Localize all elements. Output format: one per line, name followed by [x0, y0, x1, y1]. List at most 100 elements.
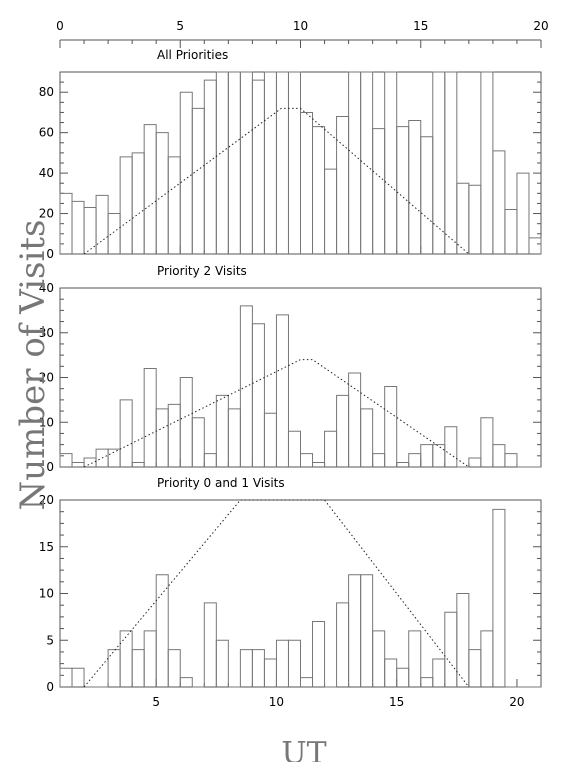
histogram-bar [300, 111, 314, 254]
histogram-bar [155, 132, 169, 254]
histogram-bar [203, 453, 217, 467]
y-axis-label: Number of Visits [13, 220, 53, 511]
x-tick-label: 5 [152, 695, 160, 709]
histogram-bar [300, 677, 314, 687]
histogram-bar [372, 453, 386, 467]
histogram-bar [504, 209, 518, 254]
histogram-bar [167, 403, 181, 467]
histogram-bar [263, 412, 277, 467]
histogram-bar [396, 126, 410, 254]
histogram-bar [384, 385, 398, 467]
histogram-bar [287, 71, 301, 254]
histogram-bar [348, 372, 362, 467]
top-axis-tick-label: 5 [176, 19, 184, 33]
histogram-bar [239, 649, 253, 687]
y-tick-label: 80 [39, 85, 54, 99]
histogram-bar [167, 156, 181, 254]
top-x-axis: 0 5 10 15 20 [56, 19, 549, 48]
histogram-bar [83, 457, 97, 467]
y-tick-label: 15 [39, 540, 54, 554]
histogram-bar [396, 667, 410, 687]
top-axis-tick-label: 20 [533, 19, 548, 33]
x-tick-label: 10 [269, 695, 284, 709]
histogram-bar [131, 152, 145, 254]
histogram-bar [336, 115, 350, 254]
y-tick-label: 60 [39, 126, 54, 140]
histogram-bar [312, 126, 326, 254]
histogram-bar [468, 184, 482, 254]
histogram-bar [360, 574, 374, 687]
y-tick-label: 40 [39, 166, 54, 180]
histogram-bar [179, 677, 193, 687]
histogram-bar [215, 394, 229, 467]
histogram-bar [384, 71, 398, 254]
histogram-bar [504, 453, 518, 467]
histogram-bar [239, 71, 253, 254]
histogram-bar [107, 213, 121, 254]
histogram-bar [287, 430, 301, 467]
histogram-bar [179, 377, 193, 467]
histogram-bar [360, 71, 374, 254]
histogram-bar [480, 630, 494, 687]
histogram-bar [191, 417, 205, 467]
histogram-bar [275, 71, 289, 254]
histogram-bar [492, 150, 506, 254]
histogram-bar [420, 677, 434, 687]
histogram-bar [287, 639, 301, 687]
histogram-bar [324, 430, 338, 467]
histogram-bar [360, 408, 374, 467]
histogram-bar [528, 237, 542, 254]
histogram-bar [456, 593, 470, 687]
histogram-bar [119, 399, 133, 467]
histogram-bar [107, 448, 121, 467]
histogram-bar [263, 71, 277, 254]
y-tick-label: 10 [39, 415, 54, 429]
histogram-bar [396, 462, 410, 467]
histogram-bar [516, 172, 530, 254]
histogram-bar [155, 574, 169, 687]
histogram-bar [420, 444, 434, 467]
histogram-bar [312, 621, 326, 687]
x-axis-label: UT [281, 736, 326, 762]
histogram-bar [107, 649, 121, 687]
panel-title-all: All Priorities [157, 48, 228, 62]
histogram-bar [492, 444, 506, 467]
histogram-bar [131, 649, 145, 687]
histogram-bar [59, 453, 73, 467]
histogram-bar [167, 649, 181, 687]
histogram-bar [372, 630, 386, 687]
histogram-bar [227, 408, 241, 467]
y-tick-label: 20 [39, 493, 54, 507]
histogram-bar [251, 79, 265, 254]
top-axis-tick-label: 15 [413, 19, 428, 33]
histogram-bar [384, 658, 398, 687]
histogram-bar [155, 408, 169, 467]
histogram-bar [95, 194, 109, 254]
y-tick-label: 40 [39, 281, 54, 295]
histogram-bar [251, 649, 265, 687]
panel-title-priority-0-1: Priority 0 and 1 Visits [157, 476, 285, 490]
histogram-bar [348, 574, 362, 687]
histogram-bar [179, 91, 193, 254]
y-tick-label: 30 [39, 326, 54, 340]
histogram-bar [191, 107, 205, 254]
y-tick-label: 10 [39, 587, 54, 601]
x-tick-label: 15 [389, 695, 404, 709]
histogram-bar [59, 667, 73, 687]
histogram-bar [263, 658, 277, 687]
panel-title-priority-2: Priority 2 Visits [157, 264, 247, 278]
histogram-bar [324, 168, 338, 254]
histogram-bar [300, 453, 314, 467]
y-tick-label: 0 [46, 247, 54, 261]
panel-priority-0-1: Priority 0 and 1 Visits 0 5 10 15 20 5 10 15 20 [39, 476, 542, 709]
histogram-bar [480, 71, 494, 254]
histogram-bar [408, 630, 422, 687]
histogram-bar [432, 71, 446, 254]
histogram-bar [215, 71, 229, 254]
histogram-bar [336, 394, 350, 467]
histogram-bar [492, 508, 506, 687]
y-tick-label: 0 [46, 460, 54, 474]
y-tick-label: 0 [46, 680, 54, 694]
histogram-bar [420, 136, 434, 254]
